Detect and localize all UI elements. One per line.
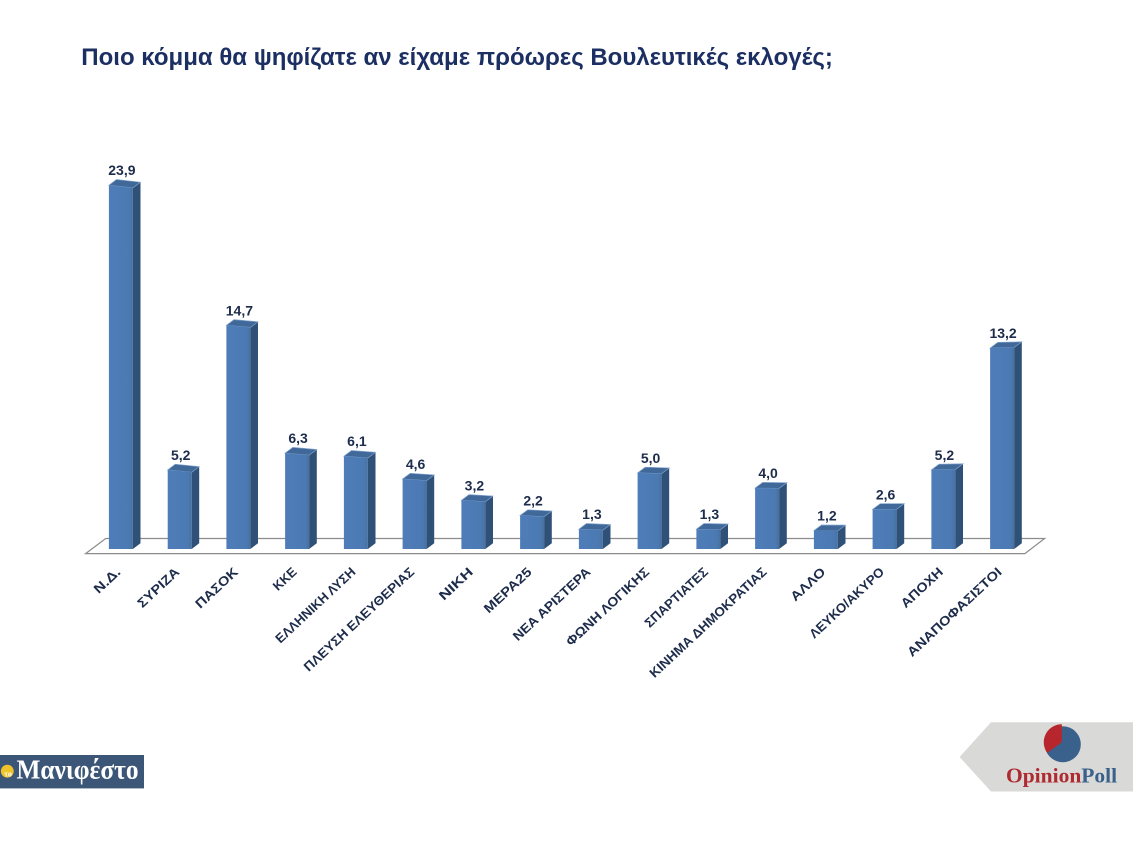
svg-text:5,0: 5,0 <box>641 450 661 466</box>
svg-text:23,9: 23,9 <box>108 162 135 178</box>
svg-text:Ποιο κόμμα θα ψηφίζατε αν είχα: Ποιο κόμμα θα ψηφίζατε αν είχαμε πρόωρες… <box>81 44 833 71</box>
svg-text:1,2: 1,2 <box>817 508 837 524</box>
svg-text:13,2: 13,2 <box>989 325 1016 341</box>
svg-text:5,2: 5,2 <box>171 447 191 463</box>
svg-text:το: το <box>4 770 12 779</box>
svg-text:1,3: 1,3 <box>582 506 602 522</box>
svg-text:2,6: 2,6 <box>876 486 896 502</box>
svg-text:6,1: 6,1 <box>347 433 367 449</box>
svg-text:6,3: 6,3 <box>288 430 308 446</box>
svg-text:4,0: 4,0 <box>758 465 778 481</box>
svg-text:Μανιφέστο: Μανιφέστο <box>17 755 139 785</box>
svg-text:5,2: 5,2 <box>935 447 955 463</box>
svg-text:14,7: 14,7 <box>226 302 253 318</box>
svg-text:OpinionPoll: OpinionPoll <box>1006 764 1117 788</box>
svg-text:1,3: 1,3 <box>700 506 720 522</box>
svg-text:2,2: 2,2 <box>523 493 543 509</box>
svg-text:4,6: 4,6 <box>406 456 426 472</box>
svg-text:3,2: 3,2 <box>465 477 485 493</box>
